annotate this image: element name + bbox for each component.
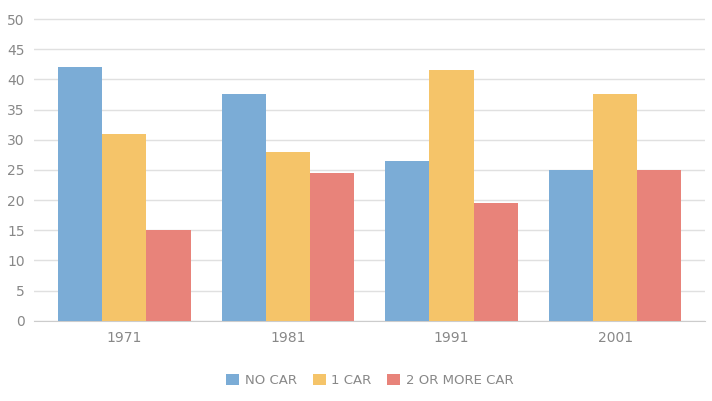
Legend: NO CAR, 1 CAR, 2 OR MORE CAR: NO CAR, 1 CAR, 2 OR MORE CAR [221,369,518,393]
Bar [429,70,473,321]
Bar [58,67,103,321]
Bar [103,134,147,321]
Bar [385,161,429,321]
Bar [549,170,593,321]
Bar [473,203,518,321]
Bar [637,170,681,321]
Bar [266,152,310,321]
Bar [593,95,637,321]
Bar [310,173,354,321]
Bar [221,95,266,321]
Bar [147,230,191,321]
